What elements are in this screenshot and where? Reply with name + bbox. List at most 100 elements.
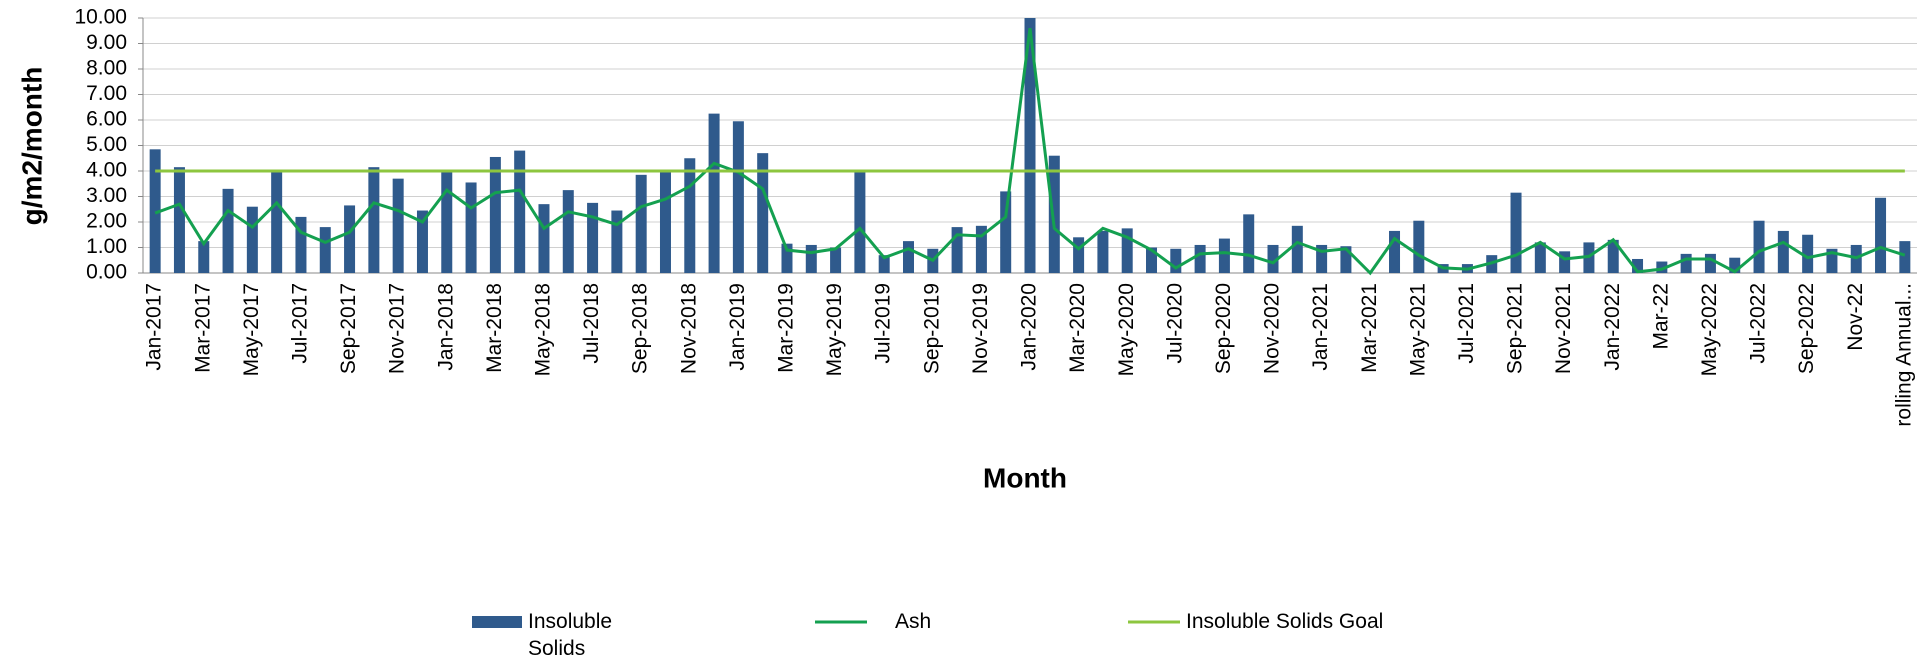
bar	[489, 156, 501, 273]
bar	[1170, 248, 1182, 273]
bar	[1243, 214, 1255, 273]
x-tick-label: May-2022	[1698, 283, 1721, 376]
bar	[659, 172, 671, 273]
bar	[149, 149, 161, 273]
x-tick-label: Nov-2021	[1552, 283, 1575, 374]
y-tick-label: 2.00	[86, 210, 127, 233]
bar	[1899, 241, 1911, 273]
y-tick-label: 10.00	[74, 6, 127, 29]
x-tick-label: Sep-2019	[920, 283, 943, 374]
y-tick-label: 3.00	[86, 184, 127, 207]
bar	[1704, 253, 1716, 273]
y-axis-label: g/m2/month	[16, 67, 47, 226]
bar	[830, 247, 842, 273]
bar	[1753, 220, 1765, 273]
x-tick-label: May-2017	[240, 283, 263, 376]
y-tick-label: 6.00	[86, 108, 127, 131]
bar	[222, 188, 234, 273]
bar	[684, 158, 696, 273]
bar	[1316, 244, 1328, 273]
x-tick-label: May-2019	[823, 283, 846, 376]
bar	[295, 216, 307, 273]
x-tick-label: Mar-2018	[483, 283, 506, 373]
bar	[1802, 234, 1814, 273]
bar	[1607, 239, 1619, 273]
x-tick-label: Sep-2022	[1795, 283, 1818, 374]
y-tick-label: 0.00	[86, 261, 127, 284]
bar	[878, 255, 890, 273]
bar	[1097, 230, 1109, 273]
x-tick-label: Jan-2020	[1018, 283, 1041, 371]
bar	[1777, 230, 1789, 273]
bar	[514, 150, 526, 273]
bar	[319, 227, 331, 273]
bar	[1073, 237, 1085, 273]
x-tick-label: Jul-2022	[1747, 283, 1770, 364]
bar	[1559, 251, 1571, 273]
legend-label: Ash	[895, 610, 932, 633]
bar	[587, 202, 599, 273]
bar	[1048, 155, 1060, 273]
x-tick-label: Mar-2017	[191, 283, 214, 373]
bar	[562, 190, 574, 273]
bar	[1291, 225, 1303, 273]
y-tick-label: 1.00	[86, 235, 127, 258]
legend-label: Insoluble Solids	[528, 610, 613, 660]
bar	[538, 204, 550, 273]
x-tick-label: Sep-2021	[1504, 283, 1527, 374]
bar	[441, 171, 453, 273]
y-tick-label: 8.00	[86, 57, 127, 80]
bar	[1340, 246, 1352, 273]
bar	[1146, 247, 1158, 273]
y-tick-label: 4.00	[86, 159, 127, 182]
x-tick-label: May-2021	[1406, 283, 1429, 376]
bar	[368, 167, 380, 273]
bar	[1534, 242, 1546, 273]
x-tick-label: Nov-2019	[969, 283, 992, 374]
bar	[708, 113, 720, 273]
line	[154, 28, 1906, 276]
x-tick-label: Nov-2018	[677, 283, 700, 374]
bar	[757, 153, 769, 273]
x-tick-label: Sep-2018	[629, 283, 652, 374]
x-tick-label: May-2018	[532, 283, 555, 376]
x-tick-label: Jul-2021	[1455, 283, 1478, 364]
legend-label: Insoluble Solids Goal	[1186, 610, 1384, 633]
bar	[611, 210, 623, 273]
bar	[1218, 238, 1230, 273]
bar	[1024, 18, 1036, 273]
bar	[1656, 261, 1668, 273]
bar	[198, 241, 210, 273]
x-tick-label: Mar-2019	[775, 283, 798, 373]
bar	[246, 206, 258, 273]
bar	[1121, 228, 1133, 273]
bar	[173, 167, 185, 273]
x-tick-label: Nov-2020	[1261, 283, 1284, 374]
x-tick-label: Mar-2020	[1066, 283, 1089, 373]
bar	[1632, 258, 1644, 273]
bar	[392, 178, 404, 273]
bar	[1826, 248, 1838, 273]
x-tick-label: Jul-2019	[872, 283, 895, 364]
x-tick-label: Sep-2017	[337, 283, 360, 374]
x-tick-label: Nov-2017	[386, 283, 409, 374]
bar	[854, 171, 866, 273]
bar	[805, 244, 817, 273]
bar	[732, 121, 744, 274]
bar	[271, 171, 283, 273]
x-tick-label: Jul-2017	[289, 283, 312, 364]
bar	[1680, 253, 1692, 273]
bar	[1389, 230, 1401, 273]
x-tick-label: Mar-2021	[1358, 283, 1381, 373]
x-tick-label: Jan-2021	[1309, 283, 1332, 371]
x-tick-label: Nov-22	[1844, 283, 1867, 351]
x-tick-label: Jul-2020	[1163, 283, 1186, 364]
x-tick-label: Jan-2018	[434, 283, 457, 371]
bar	[344, 205, 356, 273]
x-tick-label: Jan-2019	[726, 283, 749, 371]
x-tick-label: Jul-2018	[580, 283, 603, 364]
bar	[975, 225, 987, 273]
bar	[416, 210, 428, 273]
bar	[465, 182, 477, 273]
